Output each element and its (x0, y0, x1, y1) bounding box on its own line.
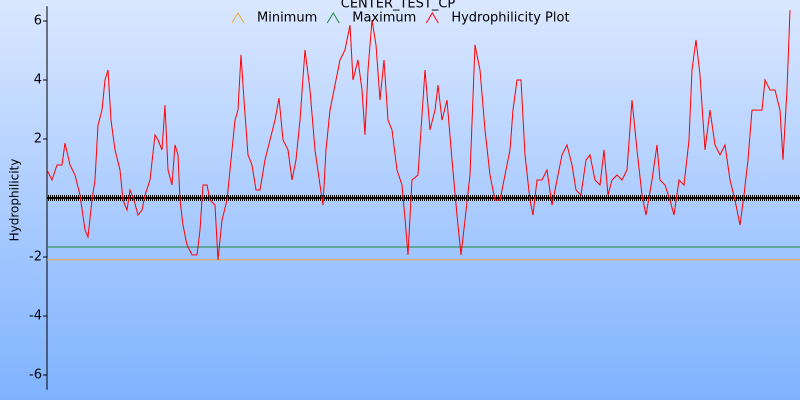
legend-icon (326, 12, 340, 24)
y-tick-label: -4 (29, 309, 42, 324)
series-line (46, 10, 791, 260)
legend-label: Maximum (352, 11, 416, 26)
legend-icon (425, 12, 439, 24)
y-tick-label: 6 (34, 14, 42, 29)
legend-label: Minimum (257, 11, 317, 26)
y-tick-label: -2 (29, 250, 42, 265)
chart-title: CENTER_TEST_CP (341, 0, 456, 12)
legend-icon (231, 12, 245, 24)
y-tick-label: 4 (34, 73, 42, 88)
y-tick-label: -6 (29, 368, 42, 383)
y-axis-label: Hydrophilicity (8, 159, 22, 242)
y-tick-label: 2 (34, 132, 42, 147)
legend-label: Hydrophilicity Plot (451, 11, 569, 26)
